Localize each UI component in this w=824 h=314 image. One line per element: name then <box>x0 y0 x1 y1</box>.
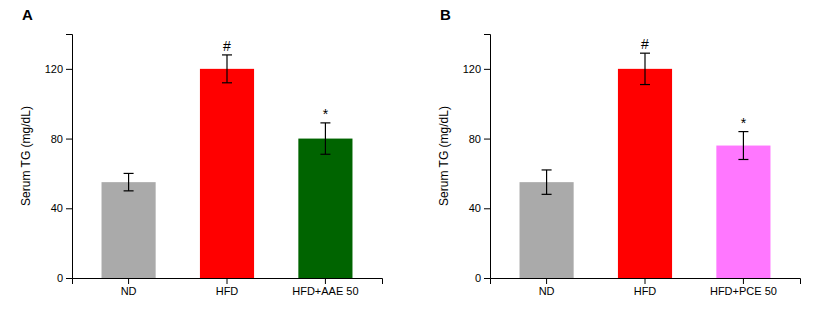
tick-label: ND <box>539 285 555 297</box>
axis-line <box>73 279 383 285</box>
error-cap <box>320 122 330 123</box>
tick-mark <box>546 278 547 284</box>
y-tick: 120 <box>45 63 72 75</box>
panel-label: A <box>22 6 33 23</box>
tick-mark <box>128 278 129 284</box>
error-cap <box>320 154 330 155</box>
x-tick: HFD <box>634 278 657 297</box>
tick-mark <box>66 69 72 70</box>
plot-area <box>520 53 771 278</box>
y-tick: 40 <box>469 202 490 214</box>
tick-label: 80 <box>469 133 481 145</box>
bar <box>520 182 574 278</box>
tick-mark <box>227 278 228 284</box>
y-tick: 40 <box>51 202 72 214</box>
error-cap <box>640 53 650 54</box>
error-cap <box>222 54 232 55</box>
axis-line <box>66 35 73 279</box>
annotation: # <box>641 36 649 52</box>
panel: # * 0 40 80 120 ND HFD HFD+PCE 50 Serum TG (mg/dL… <box>437 6 801 297</box>
axis-title: Serum TG (mg/dL) <box>437 106 451 206</box>
tick-label: HFD+PCE 50 <box>710 285 777 297</box>
axis-title: Serum TG (mg/dL) <box>19 106 33 206</box>
error-bar <box>128 173 129 190</box>
plot-area <box>102 55 353 278</box>
tick-mark <box>66 139 72 140</box>
tick-label: 120 <box>463 63 481 75</box>
x-axis: ND HFD HFD+AAE 50 <box>73 278 383 297</box>
y-tick: 0 <box>57 272 72 284</box>
tick-mark <box>645 278 646 284</box>
annotation: * <box>741 115 747 131</box>
bar <box>618 69 672 278</box>
bar <box>298 139 352 278</box>
y-tick: 120 <box>463 63 490 75</box>
x-tick: HFD+PCE 50 <box>710 278 777 297</box>
tick-mark <box>325 278 326 284</box>
error-cap <box>640 84 650 85</box>
tick-label: 120 <box>45 63 63 75</box>
error-bar <box>546 170 547 194</box>
error-cap <box>124 173 134 174</box>
tick-label: HFD <box>634 285 657 297</box>
error-bar <box>325 123 326 154</box>
tick-mark <box>743 278 744 284</box>
bar <box>716 146 770 278</box>
tick-mark <box>66 278 72 279</box>
bar <box>200 69 254 278</box>
y-tick: 80 <box>469 133 490 145</box>
tick-mark <box>484 278 490 279</box>
error-cap <box>222 82 232 83</box>
error-cap <box>542 194 552 195</box>
tick-label: HFD+AAE 50 <box>292 285 358 297</box>
axis-line <box>491 279 801 285</box>
error-bar <box>226 55 227 83</box>
annotation: * <box>323 106 329 122</box>
tick-label: 40 <box>469 202 481 214</box>
x-tick: HFD <box>216 278 239 297</box>
error-cap <box>542 169 552 170</box>
chart-root: # * 0 40 80 120 ND HFD HFD+AAE 50 Serum TG (mg/dL… <box>0 0 824 314</box>
y-axis: 0 40 80 120 <box>463 35 491 285</box>
x-axis: ND HFD HFD+PCE 50 <box>491 278 801 297</box>
panel: # * 0 40 80 120 ND HFD HFD+AAE 50 Serum TG (mg/dL… <box>19 6 383 297</box>
tick-mark <box>484 69 490 70</box>
error-bar <box>743 132 744 160</box>
y-axis: 0 40 80 120 <box>45 35 73 285</box>
error-cap <box>738 131 748 132</box>
tick-mark <box>484 139 490 140</box>
x-tick: HFD+AAE 50 <box>292 278 358 297</box>
panel-label: B <box>440 6 451 23</box>
x-tick: ND <box>539 278 555 297</box>
tick-label: ND <box>121 285 137 297</box>
bar <box>102 182 156 278</box>
error-cap <box>738 159 748 160</box>
error-bar <box>644 53 645 84</box>
tick-mark <box>484 208 490 209</box>
tick-label: 0 <box>57 272 63 284</box>
tick-label: 0 <box>475 272 481 284</box>
annotation: # <box>223 38 231 54</box>
y-tick: 0 <box>475 272 490 284</box>
tick-label: 80 <box>51 133 63 145</box>
y-tick: 80 <box>51 133 72 145</box>
error-cap <box>124 190 134 191</box>
axis-line <box>484 35 491 279</box>
tick-mark <box>66 208 72 209</box>
x-tick: ND <box>121 278 137 297</box>
tick-label: 40 <box>51 202 63 214</box>
tick-label: HFD <box>216 285 239 297</box>
